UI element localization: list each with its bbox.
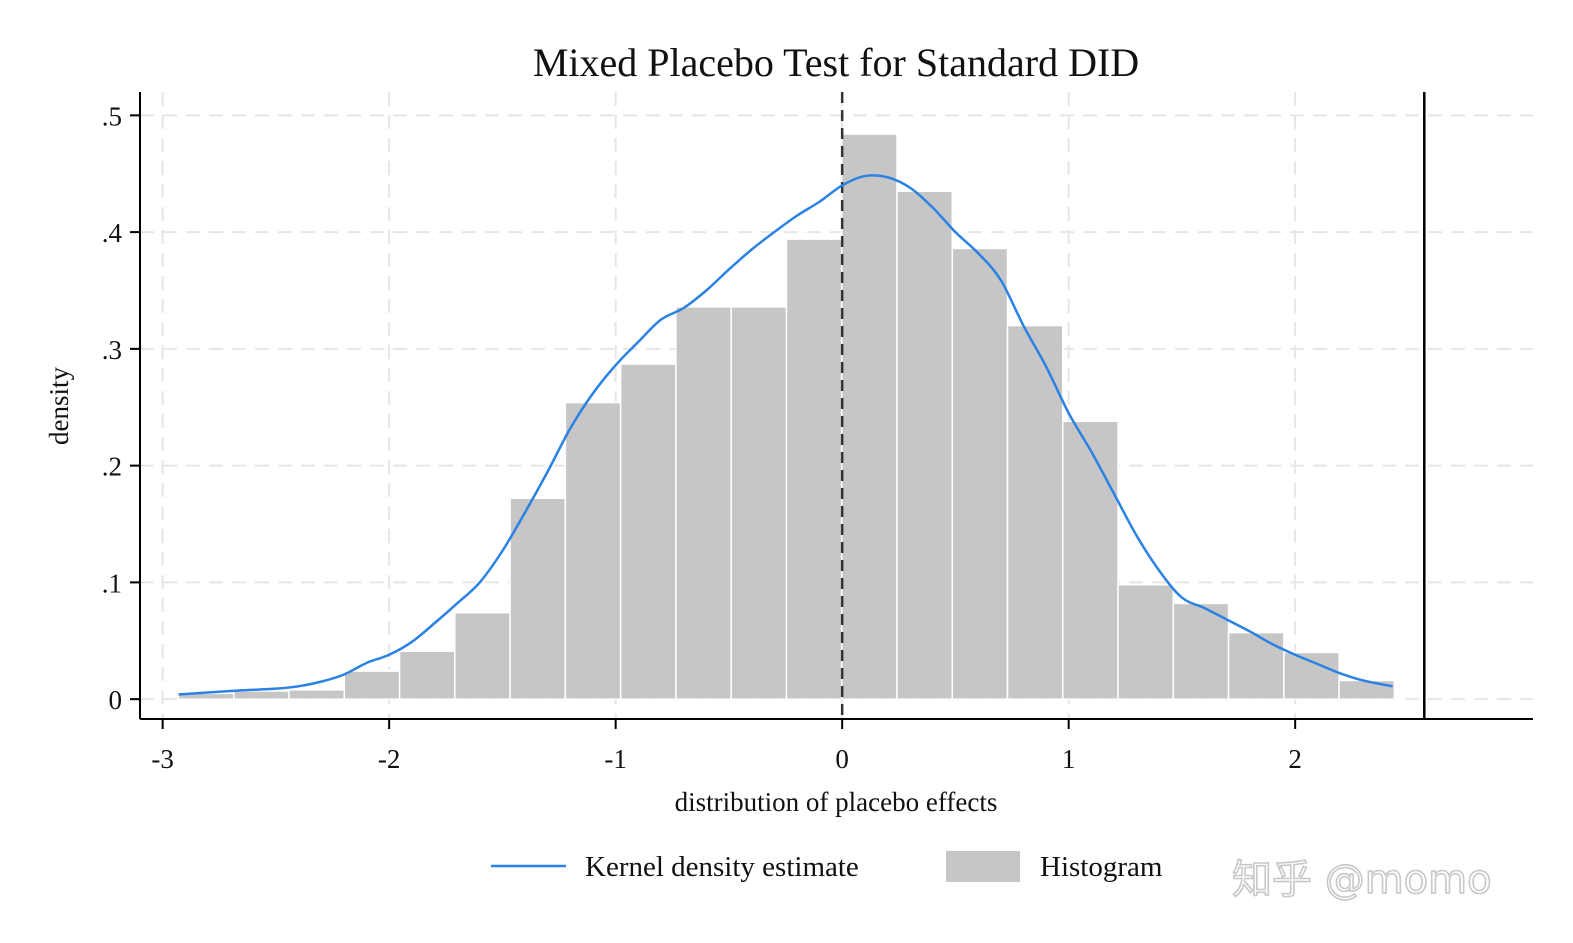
- axes: -3 -2 -1 0 1 2 0 .1 .2 .3 .4 .5: [102, 92, 1533, 774]
- histogram-bar: [675, 306, 732, 700]
- histogram-bar: [454, 611, 511, 700]
- x-tick-label: -1: [604, 744, 627, 774]
- kde-layer: [178, 174, 1393, 696]
- chart-title: Mixed Placebo Test for Standard DID: [533, 40, 1139, 85]
- histogram-bar: [1006, 324, 1064, 700]
- watermark: 知乎 @momo: [1232, 857, 1492, 903]
- x-axis-title: distribution of placebo effects: [675, 787, 998, 817]
- histogram-bar: [1172, 602, 1230, 700]
- reference-lines: [840, 92, 1426, 719]
- legend-histogram-swatch: [946, 851, 1020, 882]
- histogram-bar: [951, 247, 1009, 700]
- histogram-bar: [840, 133, 898, 700]
- histogram-bar: [1227, 631, 1285, 700]
- histogram-bar: [1117, 583, 1175, 700]
- histogram-bar: [730, 306, 788, 700]
- histogram-bars: [177, 133, 1396, 700]
- legend-kde-label: Kernel density estimate: [585, 851, 859, 883]
- histogram-bar: [398, 650, 456, 700]
- y-tick-label: .4: [102, 218, 123, 248]
- y-tick-label: .5: [102, 101, 122, 131]
- x-tick-label: -3: [151, 744, 174, 774]
- histogram-bar: [564, 401, 622, 700]
- y-tick-label: .1: [102, 568, 122, 598]
- x-tick-label: 2: [1288, 744, 1302, 774]
- legend-histogram-label: Histogram: [1040, 851, 1163, 883]
- histogram-bar: [343, 670, 401, 700]
- y-tick-label: .2: [102, 452, 122, 482]
- histogram-bar: [1283, 651, 1340, 700]
- histogram-bar: [233, 690, 290, 700]
- x-tick-label: 0: [835, 744, 849, 774]
- histogram-bar: [1338, 679, 1396, 700]
- histogram-bar: [896, 190, 953, 700]
- legend: Kernel density estimate Histogram: [491, 851, 1163, 883]
- histogram-bar: [1062, 420, 1119, 700]
- x-tick-label: -2: [378, 744, 401, 774]
- histogram-bar: [619, 363, 677, 700]
- y-tick-label: .3: [102, 335, 122, 365]
- histogram-bar: [509, 497, 567, 700]
- histogram-bar: [288, 689, 346, 700]
- y-axis-title: density: [44, 367, 74, 445]
- kde-line: [178, 174, 1393, 696]
- x-tick-label: 1: [1062, 744, 1076, 774]
- y-tick-label: 0: [109, 685, 123, 715]
- histogram-bar: [785, 238, 843, 700]
